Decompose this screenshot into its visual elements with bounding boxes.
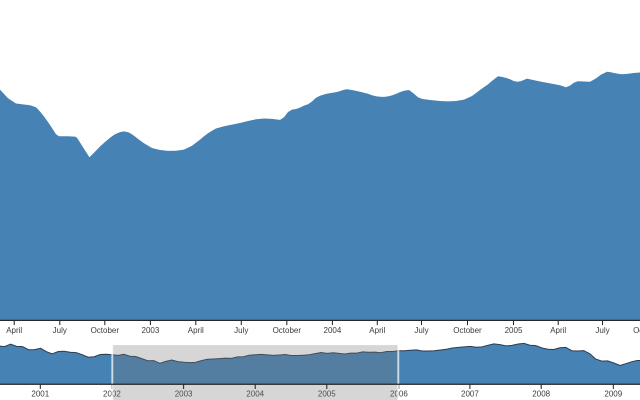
svg-text:July: July xyxy=(595,326,609,335)
svg-text:July: July xyxy=(234,326,248,335)
svg-text:October: October xyxy=(91,326,120,335)
svg-text:April: April xyxy=(6,326,22,335)
svg-text:July: July xyxy=(53,326,67,335)
svg-text:2001: 2001 xyxy=(31,390,49,399)
svg-text:April: April xyxy=(550,326,566,335)
svg-text:2009: 2009 xyxy=(604,390,622,399)
svg-text:October: October xyxy=(453,326,482,335)
svg-text:2003: 2003 xyxy=(175,390,193,399)
svg-text:2005: 2005 xyxy=(318,390,336,399)
svg-text:2003: 2003 xyxy=(142,326,160,335)
svg-text:October: October xyxy=(633,326,640,335)
svg-text:April: April xyxy=(369,326,385,335)
svg-text:2005: 2005 xyxy=(505,326,523,335)
svg-text:April: April xyxy=(188,326,204,335)
svg-text:2004: 2004 xyxy=(246,390,264,399)
svg-text:July: July xyxy=(414,326,428,335)
svg-text:2004: 2004 xyxy=(324,326,342,335)
svg-text:2008: 2008 xyxy=(532,390,550,399)
svg-text:October: October xyxy=(273,326,302,335)
svg-text:2007: 2007 xyxy=(461,390,479,399)
